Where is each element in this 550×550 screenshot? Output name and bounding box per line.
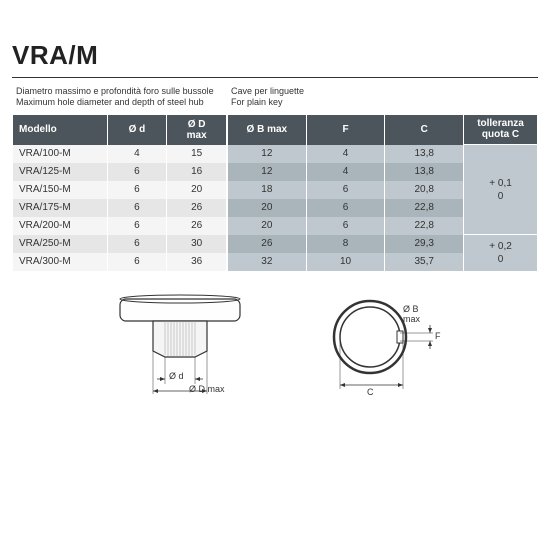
cell-model: VRA/175-M	[13, 199, 108, 217]
cell-bmax: 12	[228, 145, 307, 163]
cell-bmax: 18	[228, 181, 307, 199]
cell-c: 13,8	[385, 145, 464, 163]
top-view-svg	[315, 289, 445, 399]
th-bmax: Ø B max	[228, 115, 307, 145]
table-row: VRA/300-M636	[13, 253, 227, 271]
data-tables: Modello Ø d Ø D max VRA/100-M415VRA/125-…	[12, 115, 538, 271]
table-row: 12413,8+ 0,1 0	[228, 145, 538, 163]
cell-bmax: 20	[228, 217, 307, 235]
cell-bmax: 20	[228, 199, 307, 217]
section-right-line1: Cave per linguette	[231, 86, 534, 97]
cell-model: VRA/300-M	[13, 253, 108, 271]
section-head-left: Diametro massimo e profondità foro sulle…	[12, 84, 227, 115]
section-left-line1: Diametro massimo e profondità foro sulle…	[16, 86, 223, 97]
th-c: C	[385, 115, 464, 145]
cell-f: 8	[306, 235, 385, 253]
cell-dd: 6	[107, 217, 167, 235]
cell-dd: 6	[107, 199, 167, 217]
cell-dmax: 36	[167, 253, 227, 271]
section-left-line2: Maximum hole diameter and depth of steel…	[16, 97, 223, 108]
label-obmax: Ø B max	[403, 304, 420, 324]
section-head-right: Cave per linguette For plain key	[227, 84, 538, 115]
cell-f: 10	[306, 253, 385, 271]
cell-dmax: 26	[167, 199, 227, 217]
cell-bmax: 26	[228, 235, 307, 253]
page-title: VRA/M	[12, 40, 538, 71]
cell-dd: 6	[107, 163, 167, 181]
cell-model: VRA/150-M	[13, 181, 108, 199]
cell-dmax: 26	[167, 217, 227, 235]
th-tol: tolleranza quota C	[464, 115, 538, 145]
label-f: F	[435, 331, 441, 341]
label-c: C	[367, 387, 374, 397]
cell-dmax: 15	[167, 145, 227, 163]
table-row: 26829,3+ 0,2 0	[228, 235, 538, 253]
cell-c: 22,8	[385, 199, 464, 217]
section-right-line2: For plain key	[231, 97, 534, 108]
diagram-top-view: Ø B max F C	[315, 289, 445, 404]
diagrams: Ø d Ø D max Ø B max F C	[12, 289, 538, 404]
cell-bmax: 12	[228, 163, 307, 181]
cell-dmax: 20	[167, 181, 227, 199]
cell-f: 4	[306, 163, 385, 181]
cell-f: 4	[306, 145, 385, 163]
cell-f: 6	[306, 199, 385, 217]
th-dmax: Ø D max	[167, 115, 227, 145]
cell-dd: 6	[107, 235, 167, 253]
cell-tolerance: + 0,2 0	[464, 235, 538, 271]
cell-model: VRA/200-M	[13, 217, 108, 235]
table-left: Modello Ø d Ø D max VRA/100-M415VRA/125-…	[12, 115, 227, 271]
cell-model: VRA/125-M	[13, 163, 108, 181]
table-row: VRA/100-M415	[13, 145, 227, 163]
cell-c: 13,8	[385, 163, 464, 181]
th-dd: Ø d	[107, 115, 167, 145]
table-row: VRA/175-M626	[13, 199, 227, 217]
cell-bmax: 32	[228, 253, 307, 271]
cell-c: 22,8	[385, 217, 464, 235]
cell-c: 35,7	[385, 253, 464, 271]
cell-c: 20,8	[385, 181, 464, 199]
cell-dd: 4	[107, 145, 167, 163]
cell-f: 6	[306, 217, 385, 235]
cell-dd: 6	[107, 181, 167, 199]
title-rule	[12, 77, 538, 78]
th-f: F	[306, 115, 385, 145]
table-row: VRA/250-M630	[13, 235, 227, 253]
section-headers: Diametro massimo e profondità foro sulle…	[12, 84, 538, 115]
table-row: VRA/125-M616	[13, 163, 227, 181]
cell-c: 29,3	[385, 235, 464, 253]
cell-model: VRA/250-M	[13, 235, 108, 253]
cell-dmax: 30	[167, 235, 227, 253]
label-od: Ø d	[169, 371, 184, 381]
side-view-svg	[105, 289, 255, 399]
cell-tolerance: + 0,1 0	[464, 145, 538, 235]
th-model: Modello	[13, 115, 108, 145]
cell-f: 6	[306, 181, 385, 199]
label-odmax: Ø D max	[189, 384, 225, 394]
diagram-side-view: Ø d Ø D max	[105, 289, 255, 404]
cell-dmax: 16	[167, 163, 227, 181]
cell-dd: 6	[107, 253, 167, 271]
table-row: VRA/200-M626	[13, 217, 227, 235]
table-row: VRA/150-M620	[13, 181, 227, 199]
cell-model: VRA/100-M	[13, 145, 108, 163]
table-right: Ø B max F C tolleranza quota C 12413,8+ …	[227, 115, 538, 271]
